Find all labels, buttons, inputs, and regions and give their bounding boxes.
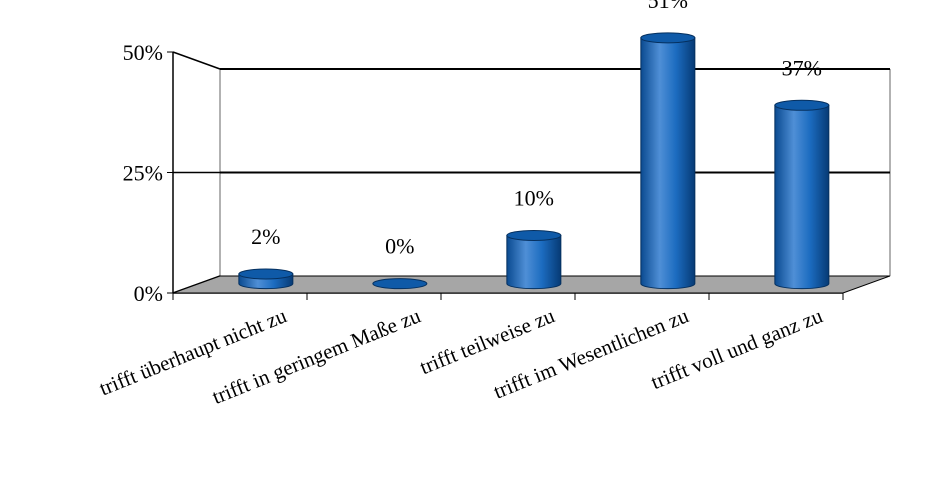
bar-top (372, 278, 428, 290)
y-tick-label: 50% (123, 40, 163, 65)
side-wall-gridline (172, 51, 221, 70)
data-label: 51% (648, 0, 688, 13)
data-label: 2% (251, 224, 280, 249)
data-label: 0% (385, 234, 414, 259)
bar-5 (774, 99, 830, 290)
bar-1 (238, 268, 294, 290)
bar-body (774, 104, 830, 290)
bar-3 (506, 229, 562, 290)
bar-4 (640, 32, 696, 290)
bars (238, 32, 830, 290)
data-label: 37% (782, 55, 822, 80)
labels: 0%25%50%2% 0%10%51%37%trifft überhaupt ni… (96, 0, 827, 409)
bar-top (640, 32, 696, 44)
y-tick-label: 0% (134, 281, 163, 306)
y-tick-label: 25% (123, 161, 163, 186)
bar-body (506, 234, 562, 290)
bar-body (640, 37, 696, 290)
bar-2 (372, 278, 428, 290)
bar-top (506, 229, 562, 241)
bar-top (238, 268, 294, 280)
bar-top (774, 99, 830, 111)
data-label: 10% (514, 185, 554, 210)
